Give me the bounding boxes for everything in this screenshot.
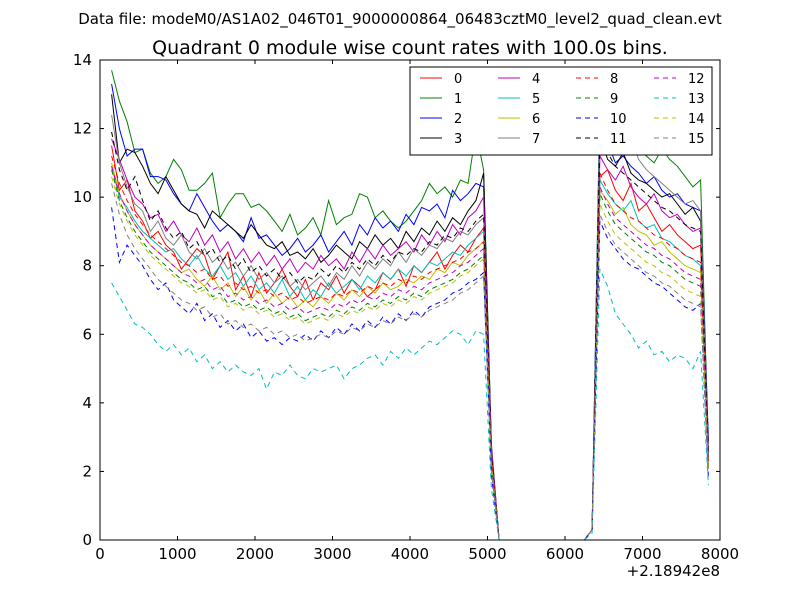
legend-label-15: 15 bbox=[688, 132, 705, 147]
legend-label-10: 10 bbox=[610, 112, 627, 127]
legend-box bbox=[409, 66, 713, 156]
series-line-12 bbox=[111, 166, 709, 541]
x-tick-label: 4000 bbox=[391, 545, 429, 563]
legend-label-14: 14 bbox=[688, 112, 705, 127]
legend-label-3: 3 bbox=[454, 132, 462, 147]
series-line-14 bbox=[111, 176, 709, 541]
legend-label-4: 4 bbox=[532, 72, 540, 87]
legend-label-2: 2 bbox=[454, 112, 462, 127]
legend-label-13: 13 bbox=[688, 92, 705, 107]
legend-label-9: 9 bbox=[610, 92, 618, 107]
series-line-7 bbox=[111, 109, 709, 541]
legend-label-6: 6 bbox=[532, 112, 540, 127]
legend-label-0: 0 bbox=[454, 72, 462, 87]
y-tick-label: 2 bbox=[82, 462, 92, 480]
y-tick-label: 10 bbox=[73, 188, 92, 206]
y-tick-label: 12 bbox=[73, 120, 92, 138]
chart-suptitle: Data file: modeM0/AS1A02_046T01_90000008… bbox=[78, 10, 722, 29]
series-line-6 bbox=[111, 162, 709, 541]
x-tick-label: 5000 bbox=[468, 545, 506, 563]
series-line-15 bbox=[111, 183, 709, 541]
x-tick-label: 6000 bbox=[546, 545, 584, 563]
plot-lines bbox=[111, 70, 709, 541]
x-tick-label: 7000 bbox=[623, 545, 661, 563]
x-tick-label: 2000 bbox=[236, 545, 274, 563]
chart-title: Quadrant 0 module wise count rates with … bbox=[152, 37, 668, 59]
x-axis: 0 1000 2000 3000 4000 5000 6000 7000 8000 bbox=[95, 60, 739, 563]
x-offset-label: +2.18942e8 bbox=[627, 562, 720, 580]
y-tick-label: 6 bbox=[82, 325, 92, 343]
x-tick-label: 1000 bbox=[158, 545, 196, 563]
x-tick-label: 8000 bbox=[701, 545, 739, 563]
series-line-9 bbox=[111, 169, 709, 541]
legend-label-12: 12 bbox=[688, 72, 705, 87]
x-tick-label: 0 bbox=[95, 545, 105, 563]
y-tick-label: 14 bbox=[73, 51, 92, 69]
legend-label-7: 7 bbox=[532, 132, 540, 147]
legend-label-5: 5 bbox=[532, 92, 540, 107]
legend-label-11: 11 bbox=[610, 132, 627, 147]
series-line-0 bbox=[111, 145, 709, 541]
series-line-8 bbox=[111, 155, 709, 541]
x-tick-label: 3000 bbox=[313, 545, 351, 563]
legend-label-8: 8 bbox=[610, 72, 618, 87]
series-line-11 bbox=[111, 131, 709, 541]
legend-label-1: 1 bbox=[454, 92, 462, 107]
series-line-2 bbox=[111, 83, 709, 541]
y-tick-label: 0 bbox=[82, 531, 92, 549]
series-line-4 bbox=[111, 138, 709, 541]
series-line-3 bbox=[111, 94, 709, 541]
y-tick-label: 8 bbox=[82, 257, 92, 275]
series-line-13 bbox=[111, 268, 709, 541]
y-tick-label: 4 bbox=[82, 394, 92, 412]
series-line-10 bbox=[111, 207, 709, 541]
